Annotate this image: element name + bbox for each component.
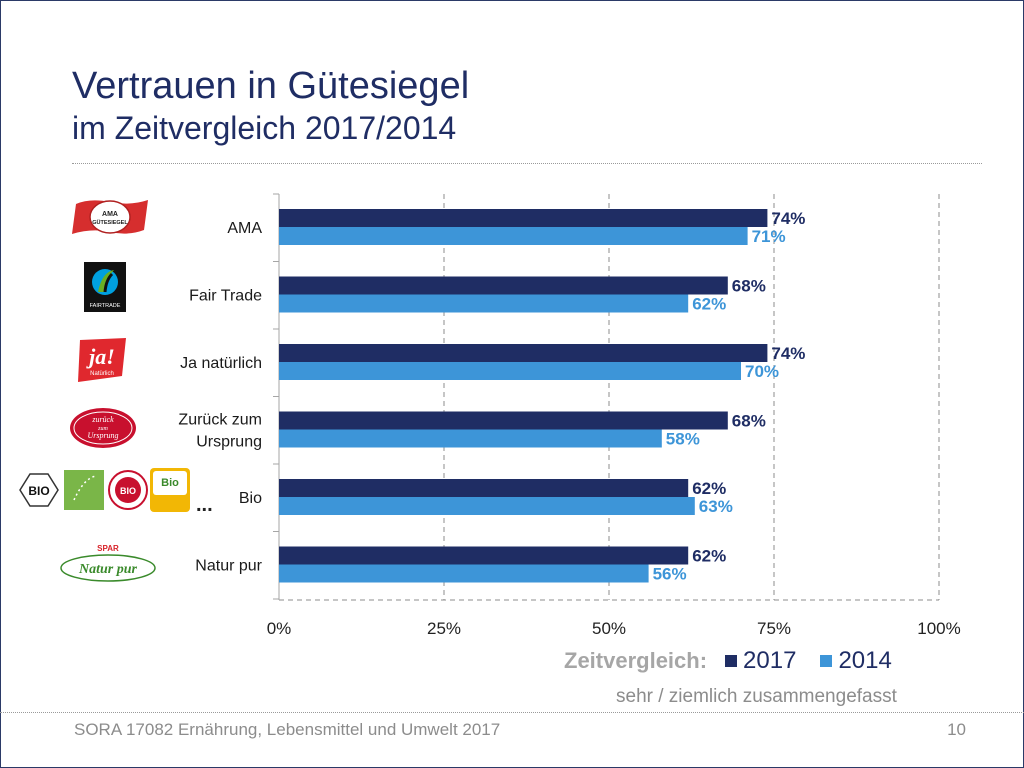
legend-swatch-2014 xyxy=(820,655,833,667)
bar-2017 xyxy=(279,276,728,295)
bar-2017 xyxy=(279,344,768,362)
data-label-2014: 62% xyxy=(692,295,726,314)
x-tick-label: 25% xyxy=(427,619,461,638)
x-tick-label: 50% xyxy=(592,619,626,638)
svg-text:zum: zum xyxy=(97,426,108,432)
category-label: Ja natürlich xyxy=(180,355,262,372)
legend-label-2017: 2017 xyxy=(743,647,797,674)
bar-2014 xyxy=(279,429,662,448)
x-tick-label: 0% xyxy=(267,619,292,638)
svg-text:Natur pur: Natur pur xyxy=(78,562,138,577)
data-label-2017: 68% xyxy=(732,412,766,431)
bar-2014 xyxy=(279,497,695,515)
title-line-1: Vertrauen in Gütesiegel xyxy=(72,65,470,107)
data-label-2014: 63% xyxy=(699,497,733,516)
x-tick-label: 100% xyxy=(917,619,960,638)
bar-2017 xyxy=(279,546,689,565)
svg-text:Bio: Bio xyxy=(161,477,179,489)
category-label: Bio xyxy=(239,490,262,507)
legend: Zeitvergleich: 2017 2014 xyxy=(564,644,906,678)
legend-item-2017: 2017 xyxy=(725,647,796,675)
data-label-2014: 71% xyxy=(752,227,786,246)
footer-text: SORA 17082 Ernährung, Lebensmittel und U… xyxy=(74,720,501,739)
ja-natuerlich-logo: ja! Natürlich xyxy=(78,338,126,382)
fairtrade-logo: FAIRTRADE xyxy=(84,262,126,312)
legend-swatch-2017 xyxy=(725,655,738,667)
bar-2014 xyxy=(279,294,689,313)
data-label-2017: 62% xyxy=(692,479,726,498)
svg-text:FAIRTRADE: FAIRTRADE xyxy=(90,303,121,309)
chart-note: sehr / ziemlich zusammengefasst xyxy=(616,686,897,707)
bar-2017 xyxy=(279,479,689,497)
data-label-2017: 74% xyxy=(771,209,805,228)
svg-text:Ursprung: Ursprung xyxy=(87,431,118,440)
category-label: Natur pur xyxy=(195,558,262,575)
bar-2017 xyxy=(279,411,728,430)
category-label: Fair Trade xyxy=(189,288,262,305)
bar-2014 xyxy=(279,362,741,380)
natur-pur-logo: SPAR Natur pur xyxy=(60,544,156,582)
ama-logo: AMA GÜTESIEGEL xyxy=(72,200,148,234)
data-label-2017: 68% xyxy=(732,277,766,296)
bar-2014 xyxy=(279,227,748,245)
slide-title: Vertrauen in Gütesiegel im Zeitvergleich… xyxy=(72,64,469,148)
svg-text:BIO: BIO xyxy=(120,486,136,496)
legend-title: Zeitvergleich: xyxy=(564,648,708,673)
title-divider xyxy=(72,163,982,164)
more-logos-ellipsis: ... xyxy=(196,494,213,516)
data-label-2017: 74% xyxy=(771,344,805,363)
svg-text:GÜTESIEGEL: GÜTESIEGEL xyxy=(92,219,128,226)
bar-2017 xyxy=(279,209,768,227)
legend-label-2014: 2014 xyxy=(838,647,892,674)
footer-divider xyxy=(0,712,1024,713)
svg-text:SPAR: SPAR xyxy=(97,544,119,553)
svg-text:BIO: BIO xyxy=(28,484,49,498)
category-label: AMA xyxy=(227,220,262,237)
bio-logos: BIO BIO Bio xyxy=(19,468,190,512)
title-line-2: im Zeitvergleich 2017/2014 xyxy=(72,110,457,146)
bar-2014 xyxy=(279,564,649,583)
x-tick-label: 75% xyxy=(757,619,791,638)
data-label-2014: 58% xyxy=(666,430,700,449)
data-label-2014: 70% xyxy=(745,362,779,381)
data-label-2014: 56% xyxy=(653,565,687,584)
svg-text:zurück: zurück xyxy=(91,415,114,424)
svg-text:Natürlich: Natürlich xyxy=(90,371,114,377)
legend-item-2014: 2014 xyxy=(820,647,892,675)
category-label: Ursprung xyxy=(196,434,262,451)
svg-text:ja!: ja! xyxy=(86,344,115,369)
svg-text:AMA: AMA xyxy=(102,211,118,218)
page-number: 10 xyxy=(947,720,966,739)
zurueck-zum-ursprung-logo: zurück zum Ursprung xyxy=(70,408,136,448)
category-label: Zurück zum xyxy=(178,412,262,429)
data-label-2017: 62% xyxy=(692,547,726,566)
